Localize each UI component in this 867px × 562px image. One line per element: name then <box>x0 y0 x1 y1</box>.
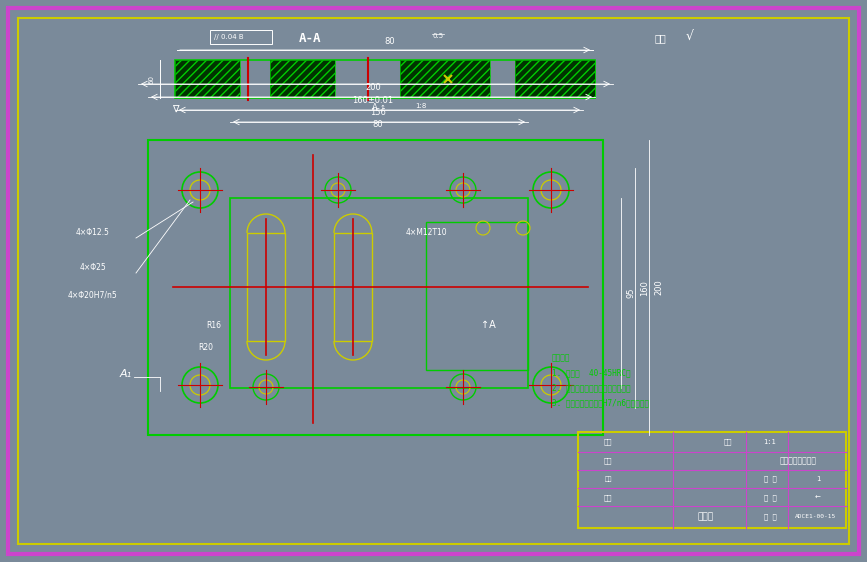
Text: 标注: 标注 <box>604 476 612 482</box>
Text: 4×Φ25: 4×Φ25 <box>80 263 107 272</box>
Text: 件 数: 件 数 <box>764 475 776 482</box>
Bar <box>400 60 490 98</box>
Text: 95: 95 <box>626 288 635 298</box>
Bar <box>400 60 490 98</box>
Text: 4×Φ12.5: 4×Φ12.5 <box>76 228 110 237</box>
Bar <box>175 60 595 98</box>
Text: A₁: A₁ <box>120 369 132 379</box>
Text: 1: 1 <box>816 476 820 482</box>
Text: 1. 热处理  40-45HRC。: 1. 热处理 40-45HRC。 <box>552 369 630 378</box>
Text: 156: 156 <box>370 108 386 117</box>
Bar <box>426 222 528 370</box>
Bar <box>270 60 335 98</box>
Bar <box>270 60 335 98</box>
Text: ↑A: ↑A <box>480 320 495 330</box>
Text: 1:1: 1:1 <box>764 439 776 445</box>
Text: R20: R20 <box>198 343 213 352</box>
Text: A: A <box>372 103 378 112</box>
Bar <box>230 198 528 388</box>
Text: A-A: A-A <box>299 31 322 44</box>
Text: 160: 160 <box>640 280 649 296</box>
Text: ∇: ∇ <box>172 104 179 114</box>
Text: 2. 与型芯过渡配合，不得产生溢料: 2. 与型芯过渡配合，不得产生溢料 <box>552 383 630 392</box>
Text: 3. 导柱与模板间采用H7/n6的过渡配合: 3. 导柱与模板间采用H7/n6的过渡配合 <box>552 398 649 407</box>
Bar <box>210 30 272 44</box>
Text: 200: 200 <box>365 83 381 92</box>
Text: 动模板: 动模板 <box>698 513 714 522</box>
Text: 0.5: 0.5 <box>433 33 444 39</box>
Text: // 0.04 B: // 0.04 B <box>214 34 244 40</box>
Bar <box>247 233 285 341</box>
Text: √: √ <box>686 29 694 43</box>
Text: 图样: 图样 <box>603 495 612 501</box>
Text: 设 计: 设 计 <box>764 495 776 501</box>
Text: 4×M12T10: 4×M12T10 <box>406 228 447 237</box>
Text: 160±0.01: 160±0.01 <box>353 96 394 105</box>
Bar <box>175 60 240 98</box>
Text: 200: 200 <box>654 279 663 295</box>
Bar <box>515 60 595 98</box>
Text: 80: 80 <box>373 120 383 129</box>
Text: 比例: 比例 <box>724 439 733 445</box>
Text: R16: R16 <box>206 321 221 330</box>
Text: 其余: 其余 <box>654 33 666 43</box>
Bar <box>578 432 846 528</box>
Bar <box>175 60 240 98</box>
Text: ADCE1-00-15: ADCE1-00-15 <box>795 514 837 519</box>
Text: ↑: ↑ <box>380 105 386 111</box>
Text: 无锡科技职业学院: 无锡科技职业学院 <box>779 456 817 465</box>
Text: 材料: 材料 <box>603 439 612 445</box>
Bar <box>515 60 595 98</box>
Text: 材料: 材料 <box>603 457 612 464</box>
Bar <box>334 233 372 341</box>
Text: 80: 80 <box>385 37 395 46</box>
Text: 1:8: 1:8 <box>415 103 427 109</box>
Text: 技术条件: 技术条件 <box>552 353 570 362</box>
Text: 4×Φ20H7/n5: 4×Φ20H7/n5 <box>68 291 118 300</box>
Text: ←: ← <box>815 495 821 501</box>
Text: 图 号: 图 号 <box>764 514 776 520</box>
Text: 60: 60 <box>149 75 155 84</box>
Bar <box>148 140 603 435</box>
